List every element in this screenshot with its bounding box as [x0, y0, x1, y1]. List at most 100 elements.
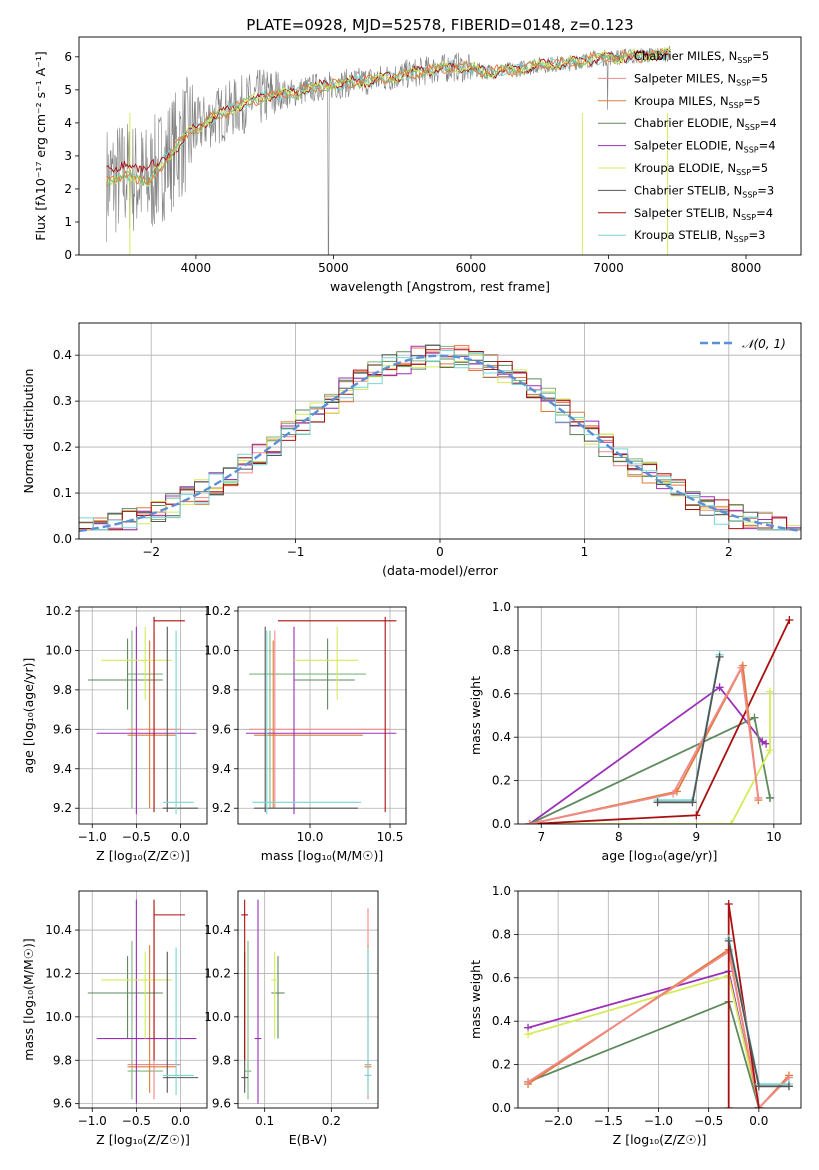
- legend-entry: Chabrier STELIB, NSSP=3: [634, 183, 774, 199]
- y-tick-label: 0.4: [53, 348, 72, 362]
- model-curve: [106, 46, 671, 187]
- x-tick-label: 10: [766, 830, 781, 844]
- y-tick-label: 10.2: [204, 604, 231, 618]
- y-tick-label: 9.6: [212, 722, 231, 736]
- weight-marker: [765, 746, 774, 755]
- weight-marker: [754, 1104, 763, 1108]
- weight-line: [529, 716, 771, 824]
- y-tick-label: 9.8: [53, 1053, 72, 1067]
- y-tick-label: 0: [64, 248, 72, 262]
- x-tick-label: 8000: [731, 261, 762, 275]
- y-tick-label: 9.8: [212, 683, 231, 697]
- model-curve: [106, 48, 671, 187]
- residual-histogram: [79, 350, 801, 531]
- normal-curve: [79, 354, 801, 533]
- x-tick-label: −0.5: [694, 1114, 723, 1128]
- y-tick-label: 10.4: [204, 923, 231, 937]
- x-tick-label: 6000: [456, 261, 487, 275]
- x-tick-label: 0: [436, 545, 444, 559]
- plot-area: [79, 323, 801, 539]
- x-axis-label: Z [log₁₀(Z/Z☉)]: [96, 1132, 190, 1147]
- weight-marker: [765, 687, 774, 696]
- plot-area: [79, 607, 207, 824]
- y-axis-label: Normed distribution: [21, 369, 36, 494]
- y-tick-label: 0.1: [53, 486, 72, 500]
- plot-area: [106, 45, 671, 255]
- y-tick-label: 10.2: [45, 966, 72, 980]
- y-tick-label: 9.2: [212, 801, 231, 815]
- figure-title: PLATE=0928, MJD=52578, FIBERID=0148, z=0…: [246, 16, 633, 34]
- x-tick-label: 9: [693, 830, 701, 844]
- plot-area: [238, 607, 406, 824]
- y-tick-label: 10.0: [204, 643, 231, 657]
- weight-marker: [785, 616, 794, 625]
- weight-marker: [524, 1030, 533, 1039]
- chart-mass_vs_z: −1.0 −0.5 0.0 9.6 9.8 10.0 10.2 10.4 Z [log₁₀(Z/…: [21, 890, 208, 1147]
- legend-entry: Kroupa STELIB, NSSP=3: [634, 228, 765, 244]
- weight-marker: [724, 936, 733, 945]
- plot-area: [238, 891, 378, 1108]
- y-tick-label: 10.0: [45, 1010, 72, 1024]
- x-axis-label: Z [log₁₀(Z/Z☉)]: [96, 848, 190, 863]
- y-tick-label: 4: [64, 116, 72, 130]
- axes-frame: [237, 890, 379, 1109]
- legend-entry: Salpeter ELODIE, NSSP=4: [634, 139, 776, 155]
- y-tick-label: 0.6: [492, 971, 511, 985]
- y-tick-label: 9.6: [212, 1097, 231, 1111]
- x-tick-label: 8: [615, 830, 623, 844]
- weight-marker: [715, 683, 724, 692]
- legend-entry: Chabrier ELODIE, NSSP=4: [634, 116, 777, 132]
- x-tick-label: 7000: [593, 261, 624, 275]
- y-tick-label: 0.0: [492, 817, 511, 831]
- x-tick-label: 10.5: [377, 830, 404, 844]
- spectrum-data: [106, 45, 671, 255]
- weight-marker: [688, 798, 697, 807]
- y-tick-label: 5: [64, 83, 72, 97]
- y-tick-label: 0.8: [492, 927, 511, 941]
- y-tick-label: 0.4: [492, 1014, 511, 1028]
- legend-entry: Salpeter STELIB, NSSP=4: [634, 206, 773, 222]
- weight-marker: [653, 798, 662, 807]
- weight-marker: [754, 1082, 763, 1091]
- x-tick-label: −0.5: [122, 1114, 151, 1128]
- x-tick-label: −1.0: [78, 830, 107, 844]
- weight-marker: [737, 663, 746, 672]
- y-tick-label: 6: [64, 50, 72, 64]
- x-tick-label: −1.5: [594, 1114, 623, 1128]
- y-tick-label: 9.6: [53, 1097, 72, 1111]
- y-tick-label: 9.8: [212, 1053, 231, 1067]
- model-curve: [106, 47, 671, 175]
- weight-marker: [754, 793, 763, 802]
- axes-frame: [517, 890, 802, 1109]
- y-axis-label: Flux [fλ10⁻¹⁷ erg cm⁻² s⁻¹ A⁻¹]: [33, 51, 48, 240]
- y-tick-label: 9.4: [212, 762, 231, 776]
- x-axis-label: E(B-V): [289, 1132, 328, 1147]
- weight-marker: [669, 789, 678, 798]
- legend-entry: 𝒩(0, 1): [742, 337, 786, 351]
- weight-marker: [692, 811, 701, 820]
- weight-line: [529, 664, 760, 824]
- axes-frame: [78, 606, 208, 825]
- y-tick-label: 0.0: [492, 1101, 511, 1115]
- y-tick-label: 1: [64, 215, 72, 229]
- x-axis-label: mass [log₁₀(M/M☉)]: [261, 848, 383, 863]
- y-tick-label: 10.0: [45, 643, 72, 657]
- plot-area: [79, 891, 207, 1108]
- chart-mass_vs_ebv: 0.1 0.2 9.6 9.8 10.0 10.2 10.4 E(B-V): [204, 890, 379, 1147]
- x-axis-label: (data-model)/error: [382, 563, 499, 578]
- y-tick-label: 10.2: [45, 604, 72, 618]
- chart-residuals: −2 −1 0 1 2 0.0 0.1 0.2 0.3 0.4 (data-model)/error…: [21, 322, 802, 578]
- x-tick-label: −1.0: [78, 1114, 107, 1128]
- y-tick-label: 9.8: [53, 683, 72, 697]
- x-tick-label: 7: [537, 830, 545, 844]
- y-tick-label: 0.6: [492, 687, 511, 701]
- x-axis-label: Z [log₁₀(Z/Z☉)]: [613, 1132, 707, 1147]
- chart-weight_vs_z: −2.0 −1.5 −1.0 −0.5 0.0 0.0 0.2 0.4 0.6 0.8 1.0 Z […: [468, 884, 802, 1147]
- y-tick-label: 9.2: [53, 801, 72, 815]
- weight-marker: [727, 820, 736, 824]
- x-axis-label: wavelength [Angstrom, rest frame]: [330, 279, 550, 294]
- weight-marker: [524, 1077, 533, 1086]
- y-tick-label: 2: [64, 182, 72, 196]
- weight-line: [529, 686, 767, 824]
- y-tick-label: 0.0: [53, 532, 72, 546]
